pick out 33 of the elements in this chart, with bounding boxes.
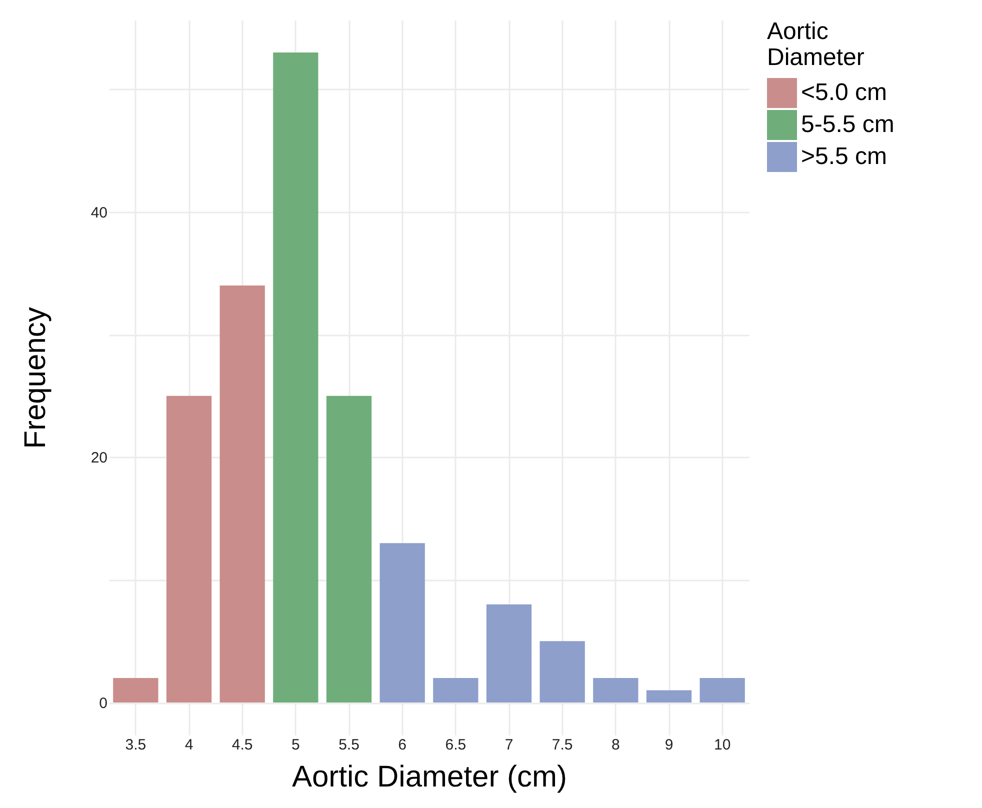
bar: [166, 396, 212, 702]
y-tick-label: 40: [90, 204, 108, 222]
x-tick-label: 7: [504, 736, 514, 754]
x-axis-title: Aortic Diameter (cm): [292, 760, 568, 794]
legend-label: 5-5.5 cm: [801, 111, 894, 138]
bar: [113, 678, 158, 702]
bar: [646, 690, 692, 702]
bar: [220, 286, 265, 702]
bar: [433, 678, 478, 702]
x-tick-label: 9: [664, 736, 674, 754]
bar: [380, 543, 425, 702]
y-tick-label: 0: [99, 695, 108, 712]
x-tick-label: 4.5: [232, 736, 253, 754]
x-tick-label: 5: [291, 736, 300, 754]
x-tick-label: 7.5: [552, 736, 573, 754]
bar: [593, 678, 638, 702]
x-tick-label: 8: [611, 736, 620, 754]
x-tick-label: 4: [184, 736, 194, 754]
x-tick-label: 6.5: [445, 736, 466, 754]
x-tick-label: 10: [714, 736, 731, 754]
legend-title: Aortic Diameter: [767, 18, 864, 71]
y-axis-title: Frequency: [18, 307, 52, 449]
bar: [326, 396, 372, 702]
bar: [540, 641, 585, 702]
legend-label: <5.0 cm: [801, 79, 888, 106]
y-tick-label: 20: [90, 450, 108, 467]
bar: [273, 52, 318, 702]
bar: [486, 604, 532, 702]
x-tick-label: 5.5: [338, 736, 360, 754]
x-tick-label: 3.5: [125, 736, 146, 754]
legend-label: >5.5 cm: [801, 143, 888, 170]
x-tick-label: 6: [398, 736, 407, 754]
bar: [700, 678, 745, 702]
